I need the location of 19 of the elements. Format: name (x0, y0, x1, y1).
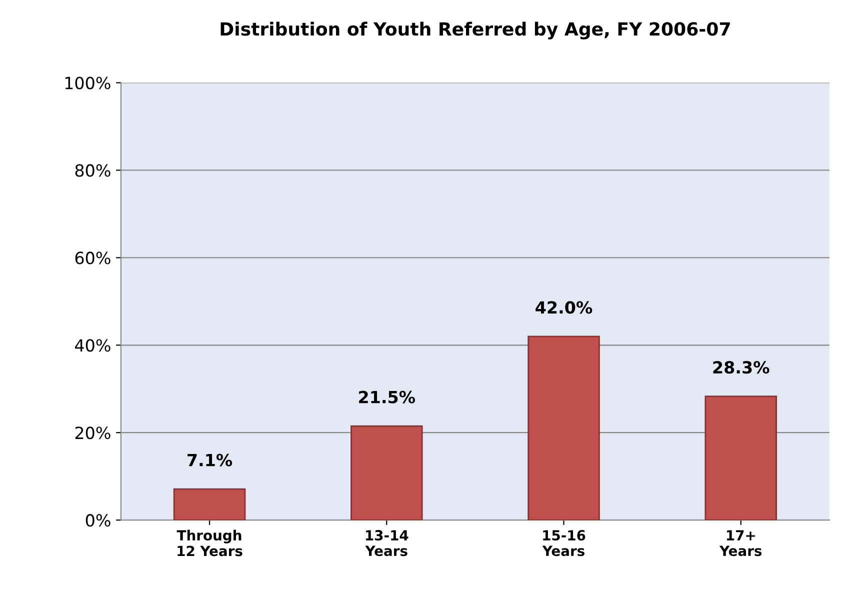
x-tick-label: 15-16 Years (542, 530, 586, 556)
data-label: 7.1% (188, 454, 232, 466)
y-tick-label: 0% (86, 514, 110, 527)
y-tick-label: 100% (65, 76, 110, 90)
bar (173, 488, 246, 520)
data-label: 28.3% (713, 361, 770, 374)
x-tick-label: Through 12 Years (176, 530, 242, 556)
bar (528, 336, 600, 520)
bar (704, 396, 777, 520)
y-tick-label: 20% (75, 426, 110, 440)
data-label: 21.5% (359, 390, 416, 404)
y-tick-label: 60% (75, 252, 110, 264)
data-label: 42.0% (536, 301, 592, 314)
chart-title: Distribution of Youth Referred by Age, FY 2006-07 (220, 22, 730, 40)
x-tick-label: 13-14 Years (365, 530, 408, 556)
bar (350, 425, 423, 520)
y-tick-label: 40% (75, 339, 110, 352)
x-tick-label: 17+ Years (719, 530, 762, 556)
y-tick-label: 80% (75, 164, 110, 177)
